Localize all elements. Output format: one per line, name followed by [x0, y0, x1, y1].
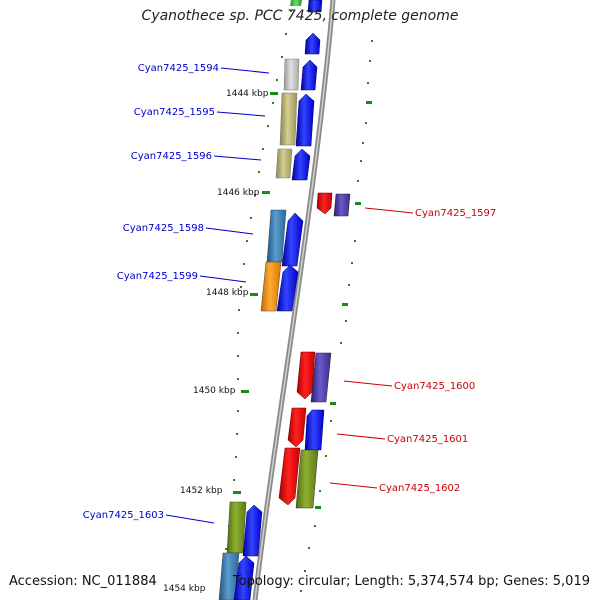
gene-label-1598[interactable]: Cyan7425_1598	[123, 223, 204, 234]
topology-label: Topology: circular; Length: 5,374,574 bp…	[232, 574, 590, 589]
gene-label-1596[interactable]: Cyan7425_1596	[131, 151, 212, 162]
cog-category-track	[218, 0, 302, 600]
label-leader-lines	[165, 67, 414, 524]
gene-label-1603[interactable]: Cyan7425_1603	[83, 510, 164, 521]
kbp-label: 1448 kbp	[206, 288, 249, 298]
forward-cds-track	[233, 0, 325, 600]
gene-label-1600[interactable]: Cyan7425_1600	[394, 381, 475, 392]
reverse-cds-track	[278, 192, 333, 506]
outer-dotted-track	[300, 40, 373, 592]
gene-label-1601[interactable]: Cyan7425_1601	[387, 434, 468, 445]
gene-label-1597[interactable]: Cyan7425_1597	[415, 208, 496, 219]
genome-backbone-highlight	[254, 0, 334, 600]
kbp-label: 1444 kbp	[226, 89, 269, 99]
kbp-label: 1452 kbp	[180, 486, 223, 496]
map-title: Cyanothece sp. PCC 7425, complete genome	[141, 8, 459, 24]
kbp-label: 1454 kbp	[163, 584, 206, 594]
outer-cog-track	[295, 193, 351, 509]
gene-label-1602[interactable]: Cyan7425_1602	[379, 483, 460, 494]
accession-label: Accession: NC_011884	[9, 574, 157, 589]
gene-label-1599[interactable]: Cyan7425_1599	[117, 271, 198, 282]
kbp-label: 1450 kbp	[193, 386, 236, 396]
gene-label-1595[interactable]: Cyan7425_1595	[134, 107, 215, 118]
gene-label-1594[interactable]: Cyan7425_1594	[138, 63, 219, 74]
kbp-label: 1446 kbp	[217, 188, 260, 198]
inner-dotted-track	[225, 10, 292, 550]
